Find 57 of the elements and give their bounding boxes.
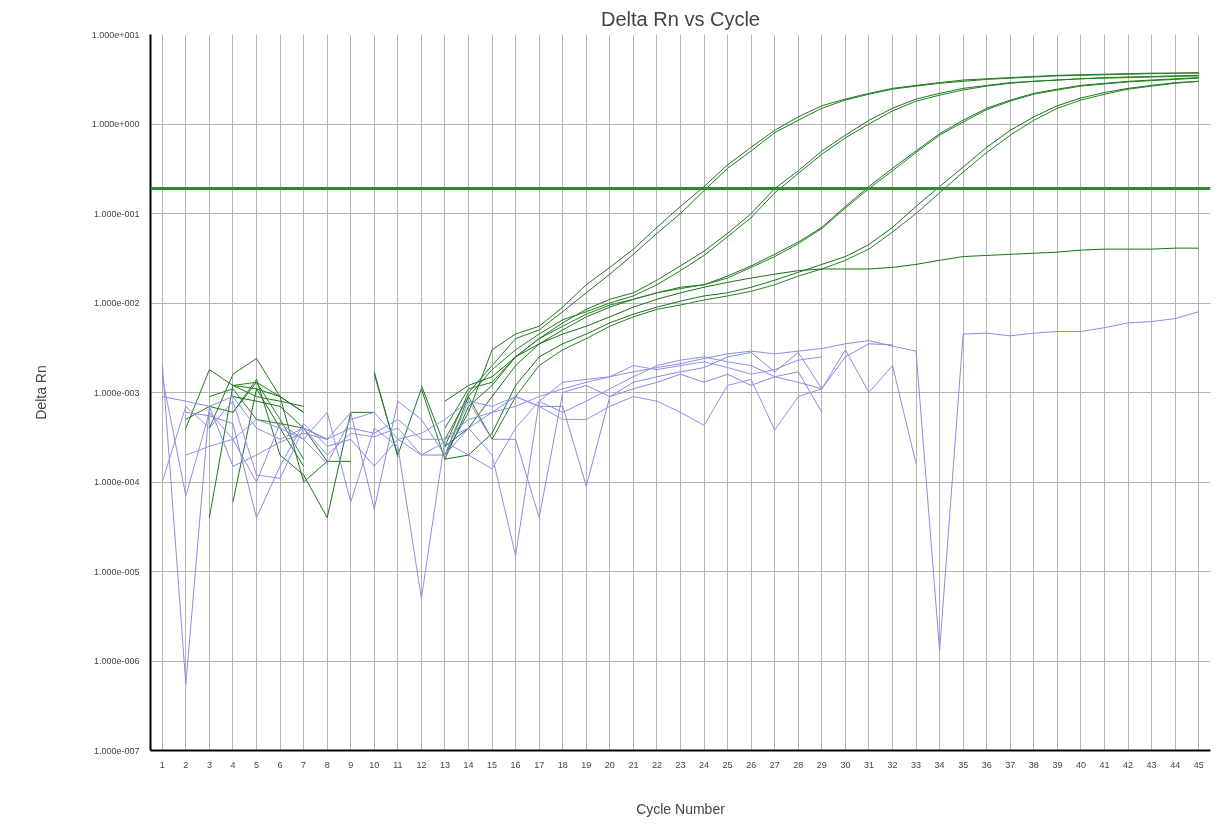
x-tick-label: 1 xyxy=(159,759,165,770)
y-tick-label: 1.000e-001 xyxy=(93,208,140,219)
x-tick-label: 34 xyxy=(934,759,945,770)
x-tick-label: 15 xyxy=(487,759,498,770)
x-tick-label: 18 xyxy=(557,759,568,770)
y-tick-label: 1.000e-007 xyxy=(93,745,140,756)
x-tick-label: 22 xyxy=(651,759,662,770)
x-tick-label: 12 xyxy=(416,759,427,770)
y-axis-title: Delta Rn xyxy=(32,365,49,420)
x-tick-label: 5 xyxy=(254,759,260,770)
x-tick-label: 21 xyxy=(628,759,639,770)
y-tick-label: 1.000e-003 xyxy=(93,387,140,398)
x-tick-label: 33 xyxy=(911,759,922,770)
x-axis-title: Cycle Number xyxy=(636,800,726,817)
x-tick-label: 40 xyxy=(1075,759,1086,770)
x-tick-label: 39 xyxy=(1052,759,1063,770)
x-tick-label: 13 xyxy=(439,759,450,770)
x-tick-label: 29 xyxy=(816,759,827,770)
y-tick-label: 1.000e+000 xyxy=(91,119,140,129)
y-tick-label: 1.000e-004 xyxy=(93,477,140,487)
y-tick-label: 1.000e-002 xyxy=(93,298,140,308)
x-tick-label: 30 xyxy=(840,759,851,770)
x-tick-label: 11 xyxy=(393,759,403,770)
x-tick-label: 9 xyxy=(348,759,354,770)
x-tick-label: 24 xyxy=(699,759,710,770)
x-tick-label: 37 xyxy=(1005,759,1016,770)
y-tick-label: 1.000e+001 xyxy=(91,29,140,40)
x-tick-label: 36 xyxy=(981,759,992,770)
x-tick-label: 44 xyxy=(1170,759,1181,770)
x-tick-label: 20 xyxy=(604,759,615,770)
x-tick-label: 42 xyxy=(1123,759,1134,770)
x-tick-label: 25 xyxy=(722,759,733,770)
x-tick-label: 16 xyxy=(510,759,521,770)
x-tick-label: 2 xyxy=(183,759,189,770)
x-tick-label: 43 xyxy=(1146,759,1157,770)
x-tick-label: 8 xyxy=(324,759,330,770)
x-tick-label: 32 xyxy=(887,759,898,770)
x-tick-label: 19 xyxy=(581,759,592,770)
x-tick-label: 23 xyxy=(675,759,686,770)
x-tick-label: 10 xyxy=(369,759,380,770)
x-tick-label: 17 xyxy=(534,759,545,770)
x-tick-label: 38 xyxy=(1028,759,1039,770)
chart-title: Delta Rn vs Cycle xyxy=(601,7,760,30)
x-tick-label: 31 xyxy=(863,759,874,770)
x-tick-label: 4 xyxy=(230,759,236,770)
x-tick-label: 6 xyxy=(277,759,283,770)
x-tick-label: 27 xyxy=(769,759,780,770)
x-tick-label: 7 xyxy=(301,759,307,770)
x-tick-label: 14 xyxy=(463,759,474,770)
y-tick-label: 1.000e-006 xyxy=(93,656,140,666)
y-tick-label: 1.000e-005 xyxy=(93,566,140,577)
x-tick-label: 45 xyxy=(1193,759,1204,770)
x-tick-label: 41 xyxy=(1099,759,1110,770)
x-tick-label: 28 xyxy=(793,759,804,770)
x-tick-label: 35 xyxy=(958,759,969,770)
x-tick-label: 26 xyxy=(746,759,757,770)
x-tick-label: 3 xyxy=(206,759,212,770)
